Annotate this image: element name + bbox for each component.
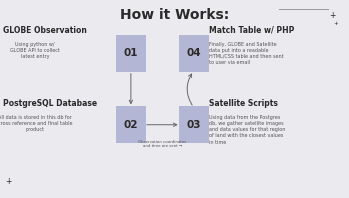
Text: 04: 04: [186, 49, 201, 58]
FancyBboxPatch shape: [116, 107, 146, 143]
FancyBboxPatch shape: [179, 107, 209, 143]
Text: 01: 01: [124, 49, 138, 58]
Text: 03: 03: [186, 120, 201, 130]
Text: All data is stored in this db for
cross reference and final table
product: All data is stored in this db for cross …: [0, 115, 72, 132]
Text: GLOBE Observation: GLOBE Observation: [3, 26, 87, 35]
Text: +: +: [334, 21, 339, 26]
Text: Match Table w/ PHP: Match Table w/ PHP: [209, 26, 295, 35]
FancyBboxPatch shape: [179, 35, 209, 72]
FancyBboxPatch shape: [116, 35, 146, 72]
Text: 02: 02: [124, 120, 138, 130]
Text: Finally, GLOBE and Satellite
data put into a readable
HTML/CSS table and then se: Finally, GLOBE and Satellite data put in…: [209, 42, 284, 65]
Text: +: +: [6, 177, 12, 186]
Text: Satellite Scripts: Satellite Scripts: [209, 99, 278, 108]
Text: Using python w/
GLOBE API to collect
latest entry: Using python w/ GLOBE API to collect lat…: [10, 42, 60, 59]
Text: Observation coordinates
and time are sent →: Observation coordinates and time are sen…: [138, 140, 186, 148]
Text: +: +: [329, 11, 335, 20]
Text: How it Works:: How it Works:: [120, 8, 229, 22]
Text: PostgreSQL Database: PostgreSQL Database: [3, 99, 98, 108]
Text: Using data from the Postgres
db, we gather satellite images
and data values for : Using data from the Postgres db, we gath…: [209, 115, 286, 145]
